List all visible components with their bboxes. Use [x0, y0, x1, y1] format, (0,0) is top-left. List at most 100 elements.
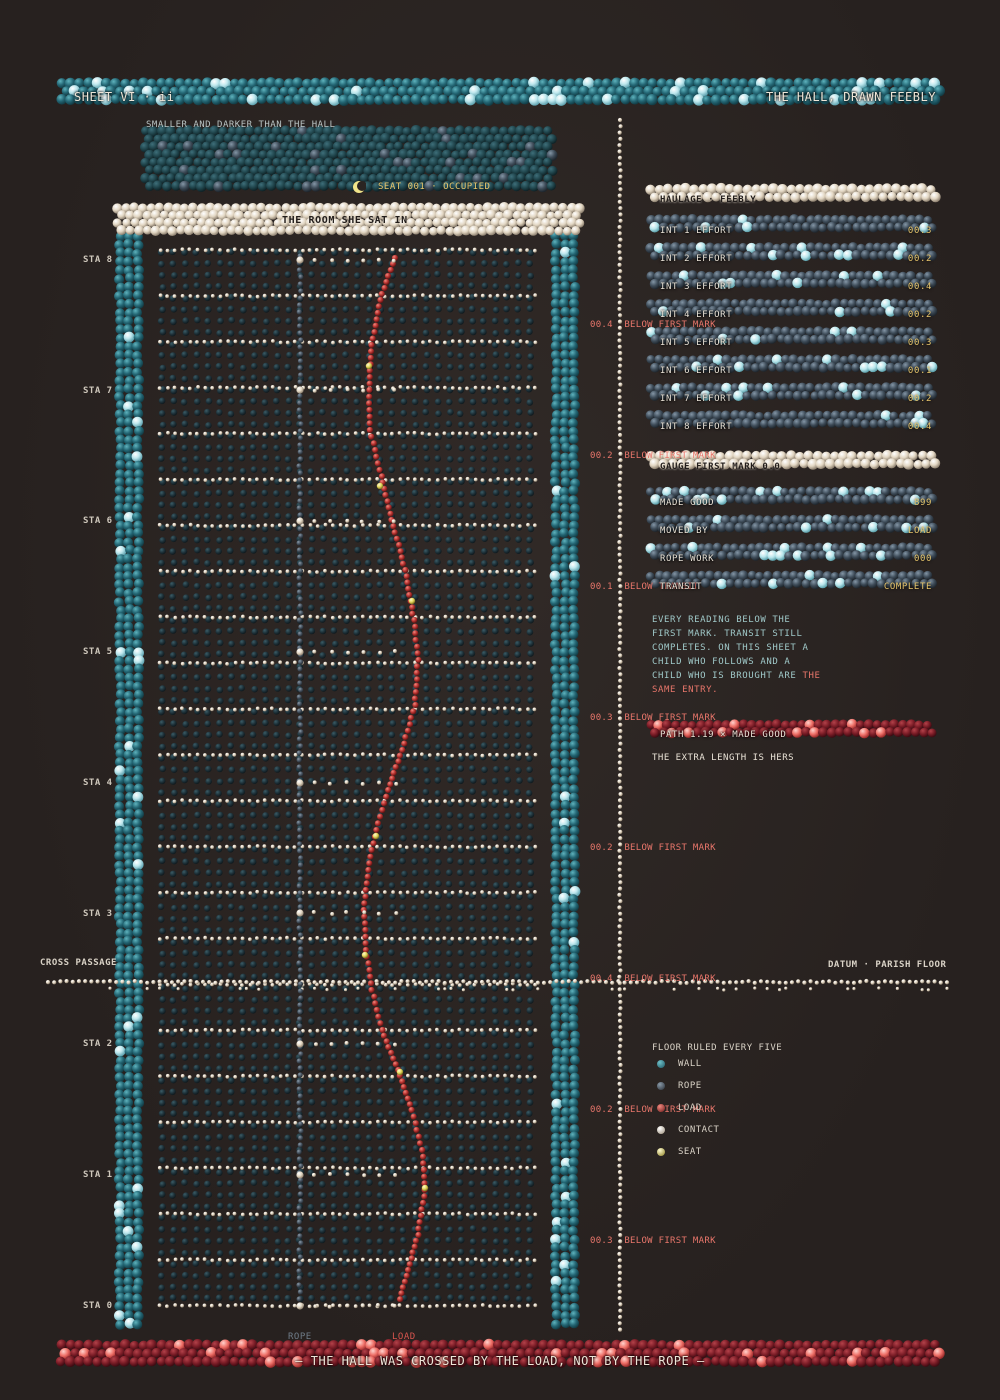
wall-bead [560, 1089, 571, 1100]
floor-bead [434, 777, 442, 784]
floor-bead [227, 1156, 234, 1164]
wall-bead [124, 629, 135, 640]
seat-room-bead [301, 181, 313, 193]
floor-bead [514, 651, 521, 658]
seat-room-bead [182, 125, 194, 137]
wall-bead [551, 1098, 563, 1110]
wall-bead [115, 1097, 126, 1107]
header-band-bead [151, 86, 161, 96]
floor-bead [469, 1238, 477, 1245]
header-band-bead [292, 77, 303, 89]
floor-bead [366, 617, 374, 624]
floor-bead [480, 1065, 488, 1073]
floor-bead [170, 387, 177, 395]
floor-bead [492, 1134, 500, 1141]
header-band-bead [738, 78, 749, 88]
floor-bead [424, 743, 431, 750]
footer-band-bead [337, 1339, 349, 1351]
floor-bead [434, 1294, 442, 1302]
floor-bead [204, 834, 211, 842]
seat-room-bead [410, 141, 421, 152]
floor-bead [525, 789, 533, 797]
floor-bead [320, 501, 327, 509]
footer-band-bead [770, 1347, 781, 1358]
header-band-bead [338, 78, 349, 89]
wall-bead [133, 272, 144, 283]
floor-bead [274, 604, 281, 612]
header-band-bead [629, 94, 640, 105]
floor-bead [422, 363, 430, 370]
floor-bead [308, 1018, 315, 1025]
seat-room-bead [543, 126, 553, 136]
seat-room-bead [201, 141, 211, 151]
floor-bead [399, 651, 407, 659]
footer-band-bead [729, 1340, 740, 1351]
footer-band-bead [474, 1356, 486, 1368]
wall-bead [132, 1190, 143, 1201]
footer-band-bead [374, 1355, 386, 1367]
header-band-bead [423, 86, 435, 98]
header-band-bead [847, 93, 858, 105]
floor-bead [503, 1031, 510, 1039]
floor-bead [205, 455, 213, 463]
floor-bead [159, 364, 167, 372]
floor-bead [240, 306, 247, 314]
floor-bead [377, 1295, 385, 1303]
floor-bead [376, 996, 383, 1004]
footer-band-bead [368, 1347, 381, 1359]
floor-bead [261, 375, 269, 382]
header-band-bead [265, 77, 277, 89]
footer-band-bead [519, 1357, 530, 1368]
hall-header-bead [503, 225, 514, 236]
floor-bead [434, 398, 442, 406]
seat-room-bead [489, 126, 500, 136]
wall-bead [133, 460, 144, 471]
floor-bead [251, 1169, 258, 1176]
wall-bead [550, 868, 561, 879]
floor-bead [434, 329, 441, 337]
footer-band-bead [56, 1339, 67, 1350]
floor-bead [481, 939, 489, 946]
floor-bead [399, 904, 406, 911]
floor-bead [239, 719, 246, 727]
floor-bead [249, 1157, 257, 1164]
floor-bead [192, 857, 200, 864]
wall-bead [567, 452, 578, 463]
floor-bead [422, 788, 430, 796]
floor-bead [491, 317, 499, 325]
wall-bead [114, 1148, 125, 1159]
floor-bead [274, 1019, 281, 1026]
floor-bead [514, 1007, 522, 1015]
floor-bead [216, 904, 224, 911]
wall-bead [124, 1046, 135, 1057]
floor-bead [284, 973, 291, 981]
floor-bead [239, 375, 247, 383]
floor-bead [308, 582, 316, 589]
floor-bead [377, 1088, 384, 1095]
seat-room-bead [201, 126, 212, 136]
wall-bead [133, 647, 145, 659]
floor-bead [285, 811, 293, 818]
wall-bead [568, 291, 579, 302]
floor-bead [457, 421, 465, 429]
floor-bead [158, 697, 166, 705]
floor-bead [423, 685, 430, 693]
wall-bead [551, 587, 562, 598]
footer-band-bead [547, 1357, 558, 1368]
seat-room-bead [463, 173, 475, 184]
floor-bead [193, 1226, 201, 1233]
floor-bead [307, 1203, 315, 1211]
header-band-bead [688, 85, 700, 98]
floor-bead [400, 708, 408, 715]
floor-bead [354, 686, 361, 694]
floor-bead [203, 467, 211, 475]
floor-bead [365, 536, 372, 543]
floor-bead [457, 318, 464, 325]
floor-bead [285, 318, 292, 325]
floor-bead [273, 1008, 280, 1015]
floor-bead [170, 409, 178, 416]
floor-bead [320, 1145, 327, 1153]
floor-bead [446, 1282, 453, 1290]
floor-bead [503, 996, 510, 1004]
wall-bead [551, 724, 562, 735]
